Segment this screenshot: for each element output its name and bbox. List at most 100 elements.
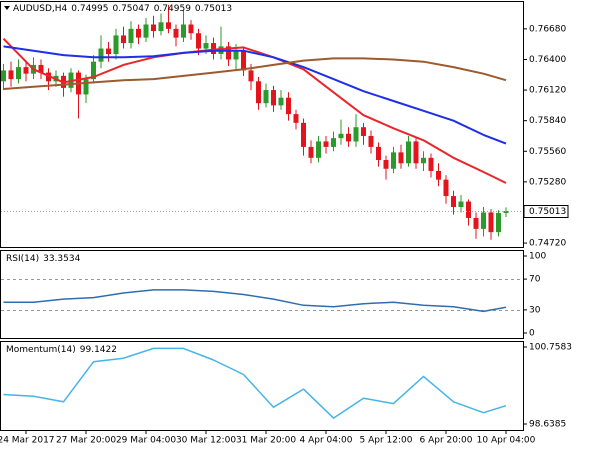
candle-body: [113, 35, 119, 55]
candle-body: [368, 135, 374, 147]
candle-body: [136, 28, 141, 38]
candle-body: [203, 43, 209, 49]
candle-body: [226, 46, 231, 60]
candle-body: [173, 28, 179, 38]
candle-body: [106, 48, 111, 55]
x-tick-label: 31 Mar 20:00: [236, 436, 296, 446]
y-tick-label: 0.76680: [529, 24, 566, 34]
y-tick-label: 0.75280: [529, 177, 566, 187]
panel-title: RSI(14) 33.3534: [6, 254, 81, 264]
candle-body: [158, 22, 164, 32]
y-tick-label: 0.76400: [529, 55, 566, 65]
ohlc-high: 0.75047: [112, 4, 149, 14]
ohlc-close: 0.75013: [195, 4, 232, 14]
y-tick-label: 100: [529, 252, 546, 262]
candle-body: [443, 179, 449, 197]
candle-body: [406, 141, 411, 164]
candle-body: [451, 196, 456, 208]
candle-body: [323, 141, 329, 147]
candle-body: [353, 127, 359, 142]
candle-body: [263, 90, 269, 104]
candle-body: [91, 61, 96, 80]
symbol: AUDUSD,H4: [13, 4, 68, 14]
candle-body: [241, 50, 246, 71]
x-tick-label: 5 Apr 12:00: [360, 436, 413, 446]
ohlc-open: 0.74995: [71, 4, 108, 14]
candle-body: [346, 133, 351, 142]
y-tick-label: 0.75560: [529, 147, 566, 157]
candle-body: [481, 212, 486, 229]
candle-body: [278, 97, 284, 106]
candle-body: [181, 24, 186, 38]
candle-body: [83, 79, 89, 95]
candle-body: [473, 217, 479, 229]
x-tick-label: 27 Mar 20:00: [56, 436, 116, 446]
chart-header: AUDUSD,H4 0.74995 0.75047 0.74959 0.75013: [13, 4, 232, 14]
y-tick-label: 0.75840: [529, 116, 566, 126]
candle-body: [1, 70, 6, 82]
candle-body: [23, 67, 29, 74]
indicator-name: RSI(14): [6, 254, 39, 264]
candle-body: [466, 201, 471, 218]
candle-body: [488, 212, 494, 233]
indicator-line: [2, 37, 507, 184]
candle-body: [316, 141, 321, 158]
candle-body: [286, 97, 291, 115]
x-tick-label: 24 Mar 2017: [0, 436, 55, 446]
candle-body: [248, 70, 254, 82]
candle-body: [391, 152, 396, 169]
candle-body: [301, 122, 306, 147]
candle-body: [376, 146, 381, 161]
y-tick-label: 70: [529, 275, 541, 285]
candle-body: [421, 157, 426, 164]
y-tick-label: 0.74720: [529, 239, 566, 249]
candle-body: [151, 24, 156, 32]
candle-body: [256, 81, 261, 104]
candle-body: [8, 70, 14, 80]
candle-body: [166, 22, 171, 29]
indicator-line: [3, 347, 507, 419]
candle-body: [361, 127, 366, 136]
candle-body: [413, 141, 419, 164]
panel-frame: [0, 250, 524, 339]
panel-frame: [0, 341, 524, 431]
price-label: 0.75013: [529, 207, 566, 217]
candle-body: [293, 114, 299, 123]
x-tick-label: 10 Apr 04:00: [477, 436, 536, 446]
y-tick-label: 100.7583: [529, 343, 572, 353]
candle-body: [16, 67, 21, 80]
candle-body: [383, 160, 389, 169]
collapse-arrow: [4, 6, 10, 10]
candle-body: [143, 24, 149, 38]
x-tick-label: 29 Mar 04:00: [116, 436, 176, 446]
candle-body: [503, 211, 509, 214]
indicator-name: Momentum(14): [6, 345, 76, 355]
candle-body: [331, 138, 336, 147]
candle-body: [338, 133, 344, 139]
y-tick-label: 0.76120: [529, 86, 566, 96]
candle-body: [398, 152, 404, 164]
candle-body: [128, 28, 134, 44]
indicator-line: [3, 57, 507, 90]
price-label-box: [523, 205, 569, 218]
candle-body: [38, 64, 44, 73]
indicator-value: 99.1422: [80, 345, 117, 355]
panel-frame: [0, 1, 524, 248]
candle-body: [271, 90, 276, 106]
candle-body: [98, 48, 104, 62]
candle-body: [233, 50, 239, 60]
indicator-value: 33.3534: [43, 254, 80, 264]
y-tick-label: 98.6385: [529, 419, 566, 429]
candle-body: [46, 72, 51, 82]
candle-body: [188, 24, 194, 34]
x-tick-label: 6 Apr 20:00: [420, 436, 473, 446]
candle-body: [196, 33, 201, 49]
panel-title: Momentum(14) 99.1422: [6, 345, 117, 355]
candle-body: [308, 146, 314, 158]
indicator-line: [3, 45, 507, 145]
y-tick-label: 30: [529, 305, 541, 315]
candle-body: [458, 201, 464, 208]
candle-body: [496, 213, 501, 233]
